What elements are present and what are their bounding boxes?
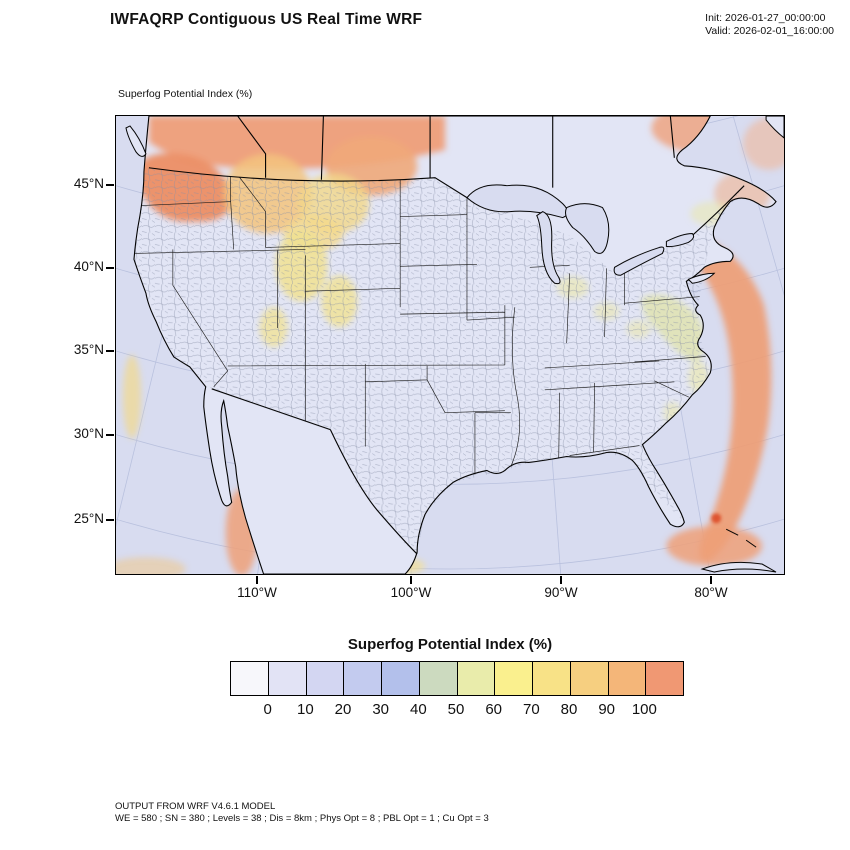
x-tick-mark: [256, 576, 258, 584]
x-tick-label: 90°W: [544, 585, 578, 600]
y-tick-mark: [106, 434, 114, 436]
colorbar-cell: [419, 662, 458, 695]
map-subtitle: Superfog Potential Index (%): [118, 88, 253, 100]
x-tick-label: 100°W: [390, 585, 432, 600]
map-frame: [115, 115, 785, 575]
init-time: Init: 2026-01-27_00:00:00: [705, 12, 826, 24]
colorbar-cell: [533, 662, 571, 695]
y-tick-mark: [106, 267, 114, 269]
x-tick-label: 80°W: [694, 585, 728, 600]
colorbar-cell: [495, 662, 533, 695]
colorbar-cell: [231, 662, 269, 695]
colorbar-tick-label: 20: [334, 701, 352, 718]
footer-line1: OUTPUT FROM WRF V4.6.1 MODEL: [115, 801, 276, 812]
y-tick-label: 40°N: [73, 259, 104, 274]
colorbar-tick-label: 90: [598, 701, 615, 718]
y-tick-label: 45°N: [73, 176, 104, 191]
y-tick-label: 30°N: [73, 426, 104, 441]
colorbar-tick-label: 0: [263, 701, 272, 718]
y-tick-mark: [106, 519, 114, 521]
valid-time: Valid: 2026-02-01_16:00:00: [705, 25, 834, 37]
colorbar-tick-label: 10: [296, 701, 314, 718]
colorbar-tick-label: 80: [560, 701, 578, 718]
colorbar-tick-label: 50: [447, 701, 465, 718]
x-tick-mark: [410, 576, 412, 584]
great-lakes: [466, 184, 695, 285]
colorbar-cell: [344, 662, 382, 695]
high-value-spot: [711, 513, 722, 524]
model-footer: OUTPUT FROM WRF V4.6.1 MODEL WE = 580 ; …: [115, 801, 489, 825]
colorbar-cell: [268, 662, 307, 695]
page-title: IWFAQRP Contiguous US Real Time WRF: [110, 11, 423, 28]
colorbar: [230, 661, 684, 696]
colorbar-tick-label: 60: [485, 701, 502, 718]
x-tick-label: 110°W: [237, 585, 277, 600]
islands: [125, 116, 784, 573]
y-tick-mark: [106, 350, 114, 352]
colorbar-ticks: 0 10 20 30 40 50 60 70 80 90 100: [230, 701, 682, 719]
model-run-info: Init: 2026-01-27_00:00:00 Valid: 2026-02…: [705, 12, 834, 38]
colorbar-tick-label: 30: [372, 701, 389, 718]
x-tick-mark: [560, 576, 562, 584]
y-tick-mark: [106, 184, 114, 186]
national-borders: [148, 116, 745, 555]
colorbar-cell: [570, 662, 609, 695]
y-tick-label: 25°N: [73, 511, 104, 526]
footer-line2: WE = 580 ; SN = 380 ; Levels = 38 ; Dis …: [115, 813, 489, 824]
colorbar-cell: [382, 662, 420, 695]
state-boundaries: [133, 167, 713, 475]
colorbar-tick-label: 70: [522, 701, 540, 718]
colorbar-title: Superfog Potential Index (%): [347, 636, 553, 653]
colorbar-cell: [608, 662, 647, 695]
x-tick-mark: [710, 576, 712, 584]
colorbar-cell: [457, 662, 496, 695]
colorbar-tick-label: 40: [409, 701, 427, 718]
y-tick-label: 35°N: [73, 342, 104, 357]
us-map: [116, 116, 784, 574]
colorbar-cell: [646, 662, 683, 695]
colorbar-tick-label: 100: [631, 701, 657, 718]
colorbar-cell: [306, 662, 345, 695]
